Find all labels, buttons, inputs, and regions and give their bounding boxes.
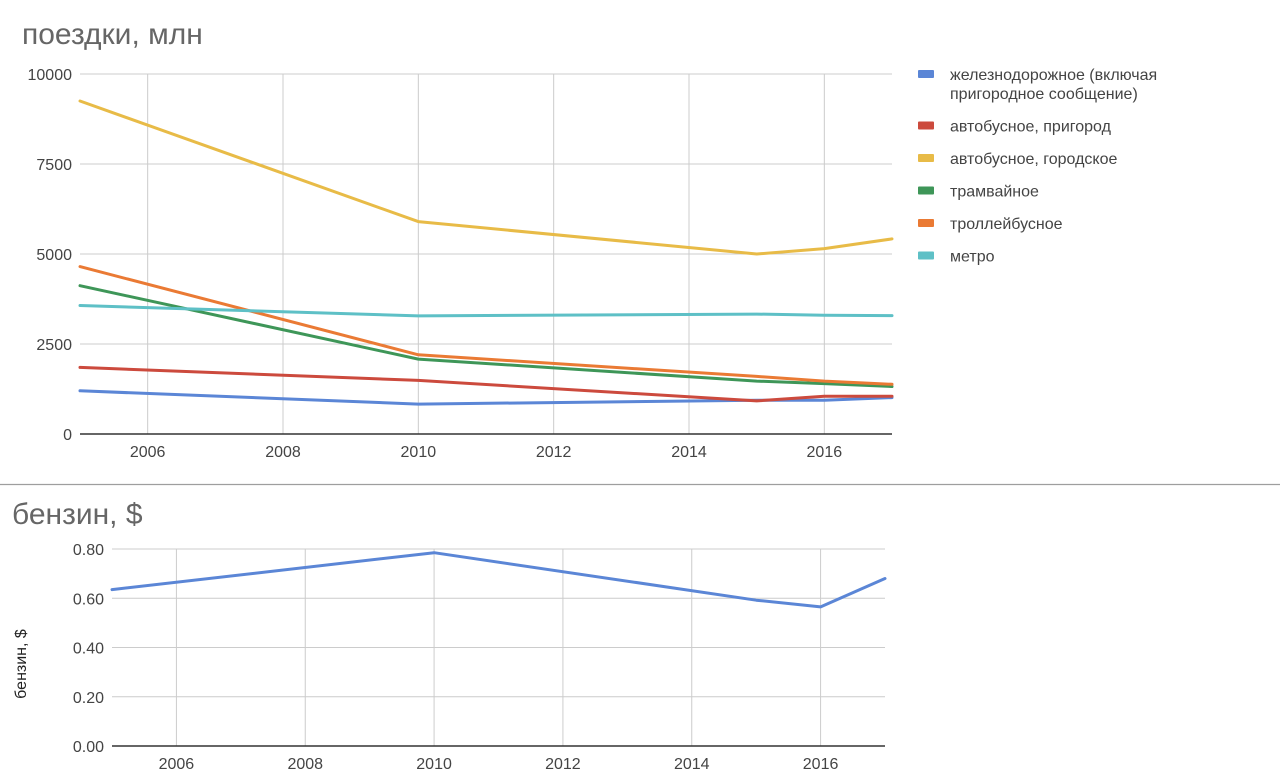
y-axis-label: бензин, $ <box>13 629 30 699</box>
y-tick-label: 0.20 <box>73 690 104 707</box>
x-tick-label: 2006 <box>159 756 195 773</box>
y-tick-label: 2500 <box>36 337 72 354</box>
x-tick-label: 2008 <box>265 444 301 461</box>
legend-label: автобусное, городское <box>950 151 1117 168</box>
series-line-5 <box>78 304 894 318</box>
legend-label: троллейбусное <box>950 216 1063 233</box>
y-tick-label: 0.80 <box>73 542 104 559</box>
legend-item-2: автобусное, городское <box>918 151 1117 168</box>
y-tick-label: 0.00 <box>73 739 104 756</box>
chart-title: бензин, $ <box>12 498 143 531</box>
legend-item-5: метро <box>918 249 995 266</box>
y-tick-label: 0.40 <box>73 641 104 658</box>
y-tick-label: 0.60 <box>73 591 104 608</box>
y-tick-label: 5000 <box>36 247 72 264</box>
x-tick-label: 2014 <box>674 756 710 773</box>
chart-title: поездки, млн <box>22 18 203 51</box>
legend-item-1: автобусное, пригород <box>918 119 1112 136</box>
series-line-3 <box>78 284 894 388</box>
x-tick-label: 2010 <box>401 444 437 461</box>
y-tick-label: 0 <box>63 427 72 444</box>
legend-swatch <box>918 219 934 227</box>
legend-label: железнодорожное (включая <box>950 67 1157 84</box>
series-line-1 <box>78 365 894 403</box>
series-line-0 <box>110 551 887 609</box>
y-tick-label: 7500 <box>36 157 72 174</box>
trips-chart: поездки, млн 2006 2008 2010 2012 2014 2016 0 25… <box>22 18 1157 461</box>
gasoline-chart: бензин, $ бензин, $ 2006 2008 2010 2012 2014… <box>12 498 887 773</box>
legend-label: трамвайное <box>950 184 1039 201</box>
legend-label: метро <box>950 249 995 266</box>
x-tick-label: 2016 <box>807 444 843 461</box>
legend-swatch <box>918 186 934 195</box>
legend-item-0: железнодорожное (включая пригородное сооб… <box>918 67 1157 103</box>
legend-swatch <box>918 121 934 130</box>
legend-label: автобусное, пригород <box>950 119 1112 136</box>
legend-label: пригородное сообщение) <box>950 86 1138 103</box>
x-tick-label: 2010 <box>416 756 452 773</box>
series-line-4 <box>78 265 894 386</box>
legend-swatch <box>918 70 934 78</box>
legend-item-4: троллейбусное <box>918 216 1063 233</box>
legend-swatch <box>918 154 934 162</box>
x-tick-label: 2006 <box>130 444 166 461</box>
x-tick-label: 2008 <box>287 756 323 773</box>
x-tick-label: 2012 <box>536 444 572 461</box>
x-tick-label: 2014 <box>671 444 707 461</box>
legend-swatch <box>918 251 934 260</box>
y-tick-label: 10000 <box>28 67 73 84</box>
x-tick-label: 2016 <box>803 756 839 773</box>
x-tick-label: 2012 <box>545 756 581 773</box>
legend-item-3: трамвайное <box>918 184 1039 201</box>
series-line-0 <box>78 389 894 406</box>
series-line-2 <box>78 99 894 256</box>
